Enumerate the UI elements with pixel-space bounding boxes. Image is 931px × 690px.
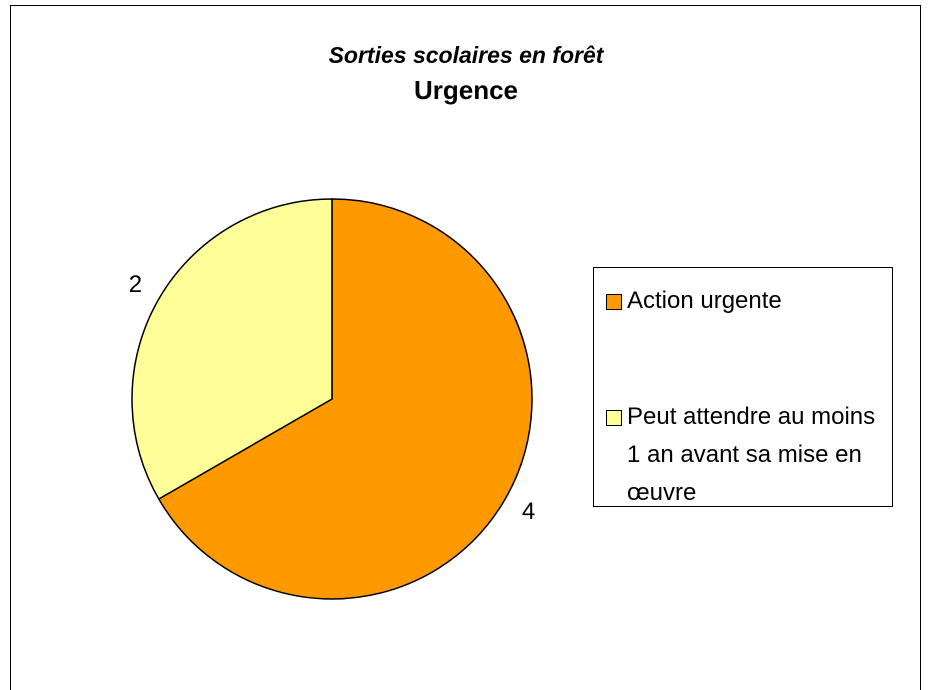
legend-label: Action urgente [627,287,782,314]
legend-label: Peut attendre au moins 1 an avant sa mis… [627,403,876,506]
pie-slice [157,198,533,600]
pie-slice [131,198,333,501]
legend-swatch [606,410,622,426]
data-label: 2 [129,271,142,298]
chart-title: Sorties scolaires en forêt [329,42,605,68]
legend-entry: Action urgente [606,282,882,320]
legend: Action urgente Peut attendre au moins 1 a… [593,267,893,507]
legend-swatch [606,294,622,310]
legend-entry: Peut attendre au moins 1 an avant sa mis… [606,398,882,512]
chart-border [10,5,921,690]
chart-subtitle: Urgence [414,75,518,105]
data-label: 4 [522,498,535,525]
